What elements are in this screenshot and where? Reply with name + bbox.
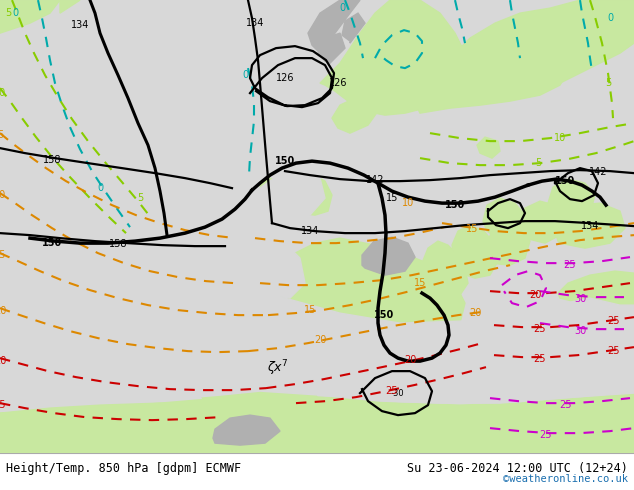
Text: 10: 10: [554, 133, 566, 143]
Text: 25: 25: [539, 430, 551, 440]
Polygon shape: [450, 0, 634, 95]
Text: 0: 0: [12, 8, 18, 18]
Text: 15: 15: [304, 305, 316, 315]
Polygon shape: [488, 218, 530, 265]
Text: 134: 134: [301, 226, 319, 236]
Polygon shape: [0, 0, 60, 33]
Text: 20: 20: [404, 355, 416, 365]
Text: 20: 20: [0, 306, 6, 316]
Polygon shape: [578, 305, 634, 335]
Polygon shape: [255, 165, 325, 221]
Text: 20: 20: [314, 335, 326, 345]
Text: 0: 0: [339, 3, 345, 13]
Polygon shape: [320, 0, 465, 115]
Text: Height/Temp. 850 hPa [gdpm] ECMWF: Height/Temp. 850 hPa [gdpm] ECMWF: [6, 462, 241, 475]
Text: 150: 150: [42, 238, 62, 248]
Polygon shape: [0, 393, 634, 453]
Text: 134: 134: [246, 18, 264, 28]
Text: 142: 142: [366, 175, 384, 185]
Text: 150: 150: [555, 176, 575, 186]
Polygon shape: [362, 237, 415, 275]
Polygon shape: [308, 0, 360, 53]
Text: 134: 134: [581, 221, 599, 231]
Polygon shape: [530, 0, 634, 63]
Polygon shape: [558, 271, 634, 308]
Polygon shape: [248, 238, 305, 298]
Polygon shape: [452, 225, 498, 278]
Polygon shape: [230, 319, 300, 365]
Text: 30: 30: [574, 294, 586, 304]
Text: Su 23-06-2024 12:00 UTC (12+24): Su 23-06-2024 12:00 UTC (12+24): [407, 462, 628, 475]
Text: 15: 15: [466, 224, 478, 234]
Polygon shape: [185, 328, 330, 453]
Text: 126: 126: [329, 78, 347, 88]
Polygon shape: [483, 198, 525, 238]
Text: 15: 15: [0, 250, 6, 260]
Polygon shape: [518, 201, 565, 243]
Text: 25: 25: [534, 354, 547, 364]
Text: 10: 10: [402, 198, 414, 208]
Text: 15: 15: [414, 278, 426, 288]
Text: $\zeta$x$^7$: $\zeta$x$^7$: [268, 358, 288, 378]
Text: 15: 15: [386, 193, 398, 203]
Polygon shape: [0, 291, 634, 409]
Text: 25: 25: [559, 400, 571, 410]
Text: 0: 0: [242, 70, 248, 80]
Polygon shape: [213, 415, 280, 445]
Text: 150: 150: [275, 156, 295, 166]
Polygon shape: [422, 241, 468, 298]
Text: 10: 10: [0, 88, 6, 98]
Text: 25: 25: [608, 346, 620, 356]
Text: 134: 134: [71, 20, 89, 30]
Text: 0: 0: [97, 183, 103, 193]
Polygon shape: [332, 98, 378, 133]
Text: 20: 20: [0, 356, 6, 366]
Text: 158: 158: [42, 155, 61, 165]
Text: 5: 5: [535, 158, 541, 168]
Text: 25: 25: [0, 400, 6, 410]
Text: 5: 5: [137, 193, 143, 203]
Polygon shape: [60, 0, 80, 13]
Text: 10: 10: [0, 190, 6, 200]
Polygon shape: [555, 203, 625, 248]
Polygon shape: [270, 238, 465, 368]
Polygon shape: [415, 25, 570, 113]
Text: 150: 150: [374, 310, 394, 320]
Polygon shape: [342, 13, 365, 43]
Text: 150: 150: [445, 200, 465, 210]
Polygon shape: [548, 179, 595, 221]
Text: 25: 25: [385, 386, 398, 396]
Text: 158: 158: [109, 239, 127, 249]
Text: 30: 30: [574, 326, 586, 336]
Polygon shape: [477, 137, 500, 158]
Polygon shape: [260, 178, 286, 205]
Text: ©weatheronline.co.uk: ©weatheronline.co.uk: [503, 474, 628, 484]
Text: 0: 0: [607, 13, 613, 23]
Text: 20: 20: [529, 290, 541, 300]
Polygon shape: [318, 33, 345, 63]
Text: 20: 20: [469, 308, 481, 318]
Text: -30: -30: [390, 389, 404, 397]
Text: 5: 5: [605, 78, 611, 88]
Text: 126: 126: [276, 73, 294, 83]
Text: 142: 142: [589, 167, 607, 177]
Text: 5: 5: [0, 130, 3, 140]
Polygon shape: [0, 403, 210, 453]
Text: 5: 5: [5, 8, 11, 18]
Polygon shape: [282, 171, 332, 215]
Text: 25: 25: [564, 260, 576, 270]
Text: 25: 25: [608, 316, 620, 326]
Text: 25: 25: [534, 324, 547, 334]
